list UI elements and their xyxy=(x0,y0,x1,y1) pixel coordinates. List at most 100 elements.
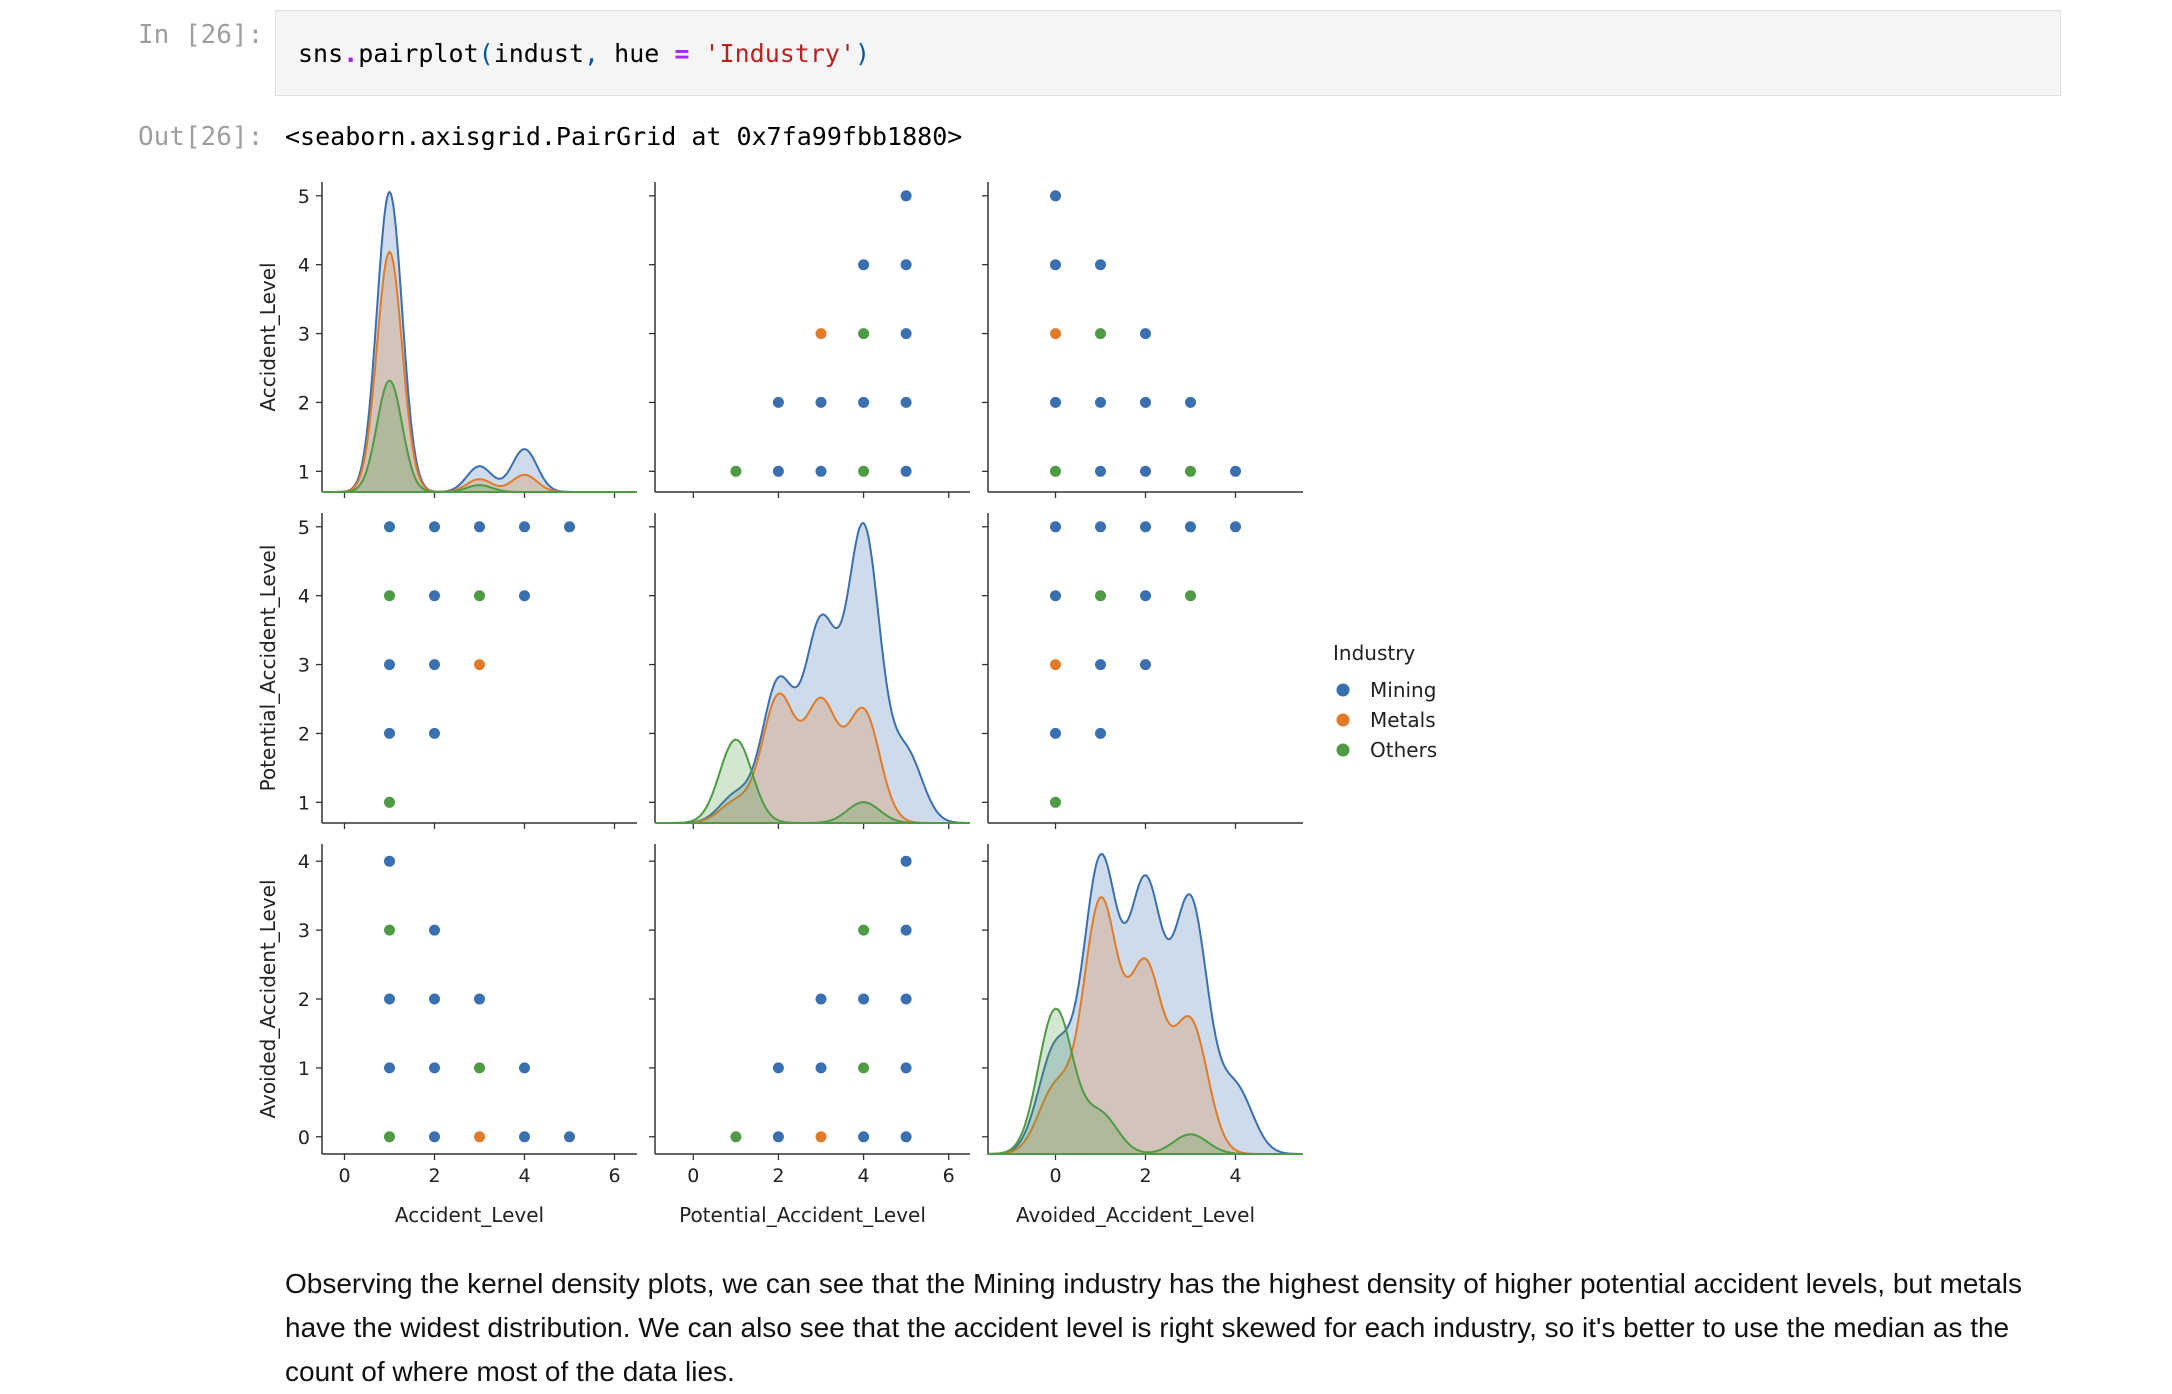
x-tick-label: 2 xyxy=(428,1165,440,1187)
kde-mining xyxy=(655,521,970,824)
point-mining xyxy=(1094,258,1107,272)
point-mining xyxy=(771,464,785,478)
x-tick-label: 2 xyxy=(1139,1165,1151,1187)
point-others xyxy=(1184,464,1197,478)
point-mining xyxy=(428,520,441,534)
point-mining xyxy=(383,726,396,740)
x-axis-label: Potential_Accident_Level xyxy=(679,1203,926,1227)
point-others xyxy=(729,1130,743,1144)
point-mining xyxy=(563,1130,576,1144)
code-token: , xyxy=(584,39,600,68)
point-mining xyxy=(814,992,828,1006)
point-mining xyxy=(428,923,441,937)
point-metals xyxy=(1049,658,1062,672)
code-cell[interactable]: sns.pairplot(indust, hue = 'Industry') xyxy=(275,10,2061,96)
legend-marker-mining xyxy=(1335,682,1351,698)
x-tick-label: 4 xyxy=(1229,1165,1241,1187)
x-tick-label: 4 xyxy=(518,1165,530,1187)
point-mining xyxy=(563,520,576,534)
point-others xyxy=(857,1061,871,1075)
point-mining xyxy=(383,1061,396,1075)
y-tick-label: 4 xyxy=(298,255,310,277)
kde-others xyxy=(655,738,970,824)
point-mining xyxy=(1139,395,1152,409)
legend-marker-metals xyxy=(1335,712,1351,728)
code-token: . xyxy=(343,39,359,68)
point-mining xyxy=(857,1130,871,1144)
x-tick-label: 2 xyxy=(772,1165,784,1187)
legend-label-others: Others xyxy=(1370,738,1437,762)
point-mining xyxy=(383,854,396,868)
point-mining xyxy=(1139,327,1152,341)
y-tick-label: 4 xyxy=(298,851,310,873)
point-others xyxy=(729,464,743,478)
code-token: hue xyxy=(614,39,660,68)
y-tick-label: 2 xyxy=(298,989,310,1011)
point-mining xyxy=(1049,589,1062,603)
point-mining xyxy=(899,923,913,937)
x-tick-label: 6 xyxy=(943,1165,955,1187)
code-token: indust xyxy=(493,39,585,68)
point-mining xyxy=(518,1061,531,1075)
y-tick-label: 1 xyxy=(298,1058,310,1080)
output-prompt: Out[26]: xyxy=(138,122,264,152)
point-mining xyxy=(814,395,828,409)
point-mining xyxy=(1139,658,1152,672)
code-token: = xyxy=(674,39,690,68)
point-metals xyxy=(473,658,486,672)
code-token: ( xyxy=(478,39,494,68)
point-mining xyxy=(899,854,913,868)
pairplot-figure: 1 2 3 4 5 1 2 3 4 5 0 1 2 3 4 0 2 4 6 0 2 4 6 0 2 4 Accident_Level… xyxy=(256,182,1437,1227)
point-others xyxy=(1094,589,1107,603)
point-mining xyxy=(1049,258,1062,272)
input-prompt: In [26]: xyxy=(138,20,264,50)
point-mining xyxy=(814,464,828,478)
point-mining xyxy=(1139,464,1152,478)
point-others xyxy=(383,923,396,937)
point-mining xyxy=(1139,589,1152,603)
point-others xyxy=(383,589,396,603)
y-tick-label: 5 xyxy=(298,517,310,539)
legend-title: Industry xyxy=(1333,641,1415,665)
point-mining xyxy=(518,520,531,534)
point-mining xyxy=(899,1061,913,1075)
point-metals xyxy=(814,1130,828,1144)
x-tick-label: 0 xyxy=(338,1165,350,1187)
point-mining xyxy=(383,992,396,1006)
point-others xyxy=(1094,327,1107,341)
x-tick-label: 4 xyxy=(858,1165,870,1187)
point-mining xyxy=(428,1130,441,1144)
point-mining xyxy=(814,1061,828,1075)
point-mining xyxy=(1094,520,1107,534)
point-mining xyxy=(518,589,531,603)
point-others xyxy=(1184,589,1197,603)
point-mining xyxy=(1229,520,1242,534)
point-mining xyxy=(1049,726,1062,740)
point-others xyxy=(473,589,486,603)
legend-label-metals: Metals xyxy=(1370,708,1436,732)
point-mining xyxy=(857,395,871,409)
y-tick-label: 4 xyxy=(298,586,310,608)
y-tick-label: 2 xyxy=(298,723,310,745)
point-mining xyxy=(428,726,441,740)
code-token: 'Industry' xyxy=(704,39,855,68)
point-mining xyxy=(1049,189,1062,203)
point-mining xyxy=(383,520,396,534)
point-mining xyxy=(428,658,441,672)
point-mining xyxy=(1094,658,1107,672)
y-tick-label: 1 xyxy=(298,792,310,814)
point-mining xyxy=(899,1130,913,1144)
point-mining xyxy=(899,464,913,478)
point-others xyxy=(1049,464,1062,478)
point-mining xyxy=(771,395,785,409)
point-mining xyxy=(1049,520,1062,534)
point-mining xyxy=(899,327,913,341)
point-mining xyxy=(428,1061,441,1075)
point-others xyxy=(383,795,396,809)
point-mining xyxy=(1049,395,1062,409)
point-mining xyxy=(899,189,913,203)
x-axis-label: Accident_Level xyxy=(395,1203,544,1227)
point-mining xyxy=(1184,520,1197,534)
kde-metals xyxy=(322,250,637,493)
point-mining xyxy=(771,1130,785,1144)
